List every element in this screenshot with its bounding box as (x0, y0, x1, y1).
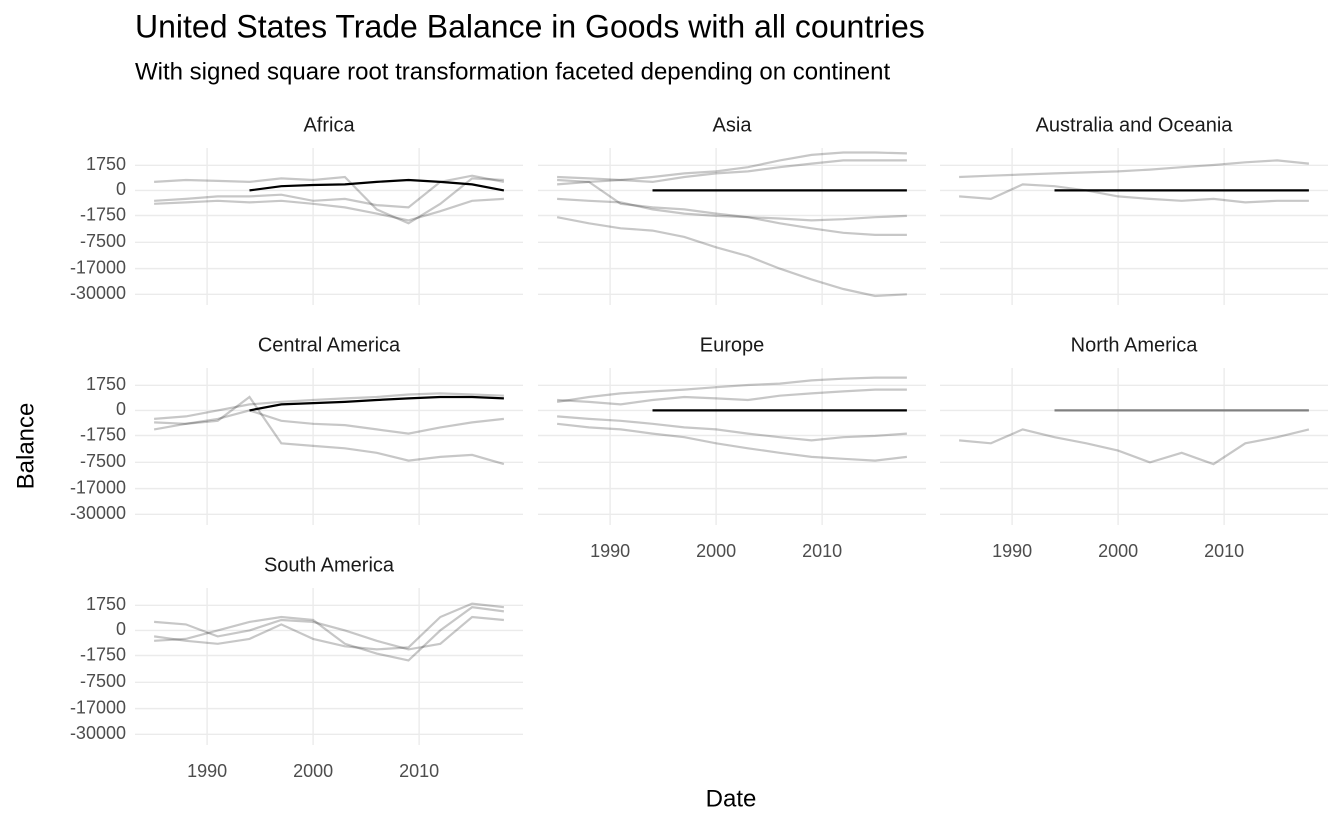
x-tick-label: 1990 (187, 761, 227, 781)
data-line (959, 183, 1309, 204)
x-tick-label: 2010 (802, 541, 842, 561)
data-line (556, 216, 907, 298)
data-line (557, 159, 907, 184)
data-line (154, 174, 505, 209)
x-tick-label: 2010 (399, 761, 439, 781)
facet-title: South America (264, 554, 395, 576)
facet-title: Africa (303, 114, 355, 136)
y-tick-label: -30000 (70, 503, 126, 523)
data-line (557, 151, 907, 186)
y-tick-label: -17000 (70, 477, 126, 497)
data-line (154, 175, 504, 225)
y-tick-label: -7500 (80, 451, 126, 471)
y-tick-label: 0 (116, 619, 126, 639)
data-line (154, 392, 504, 420)
y-tick-label: 0 (116, 179, 126, 199)
data-line (557, 178, 907, 236)
data-line (557, 197, 907, 222)
data-line (249, 178, 505, 192)
y-tick-label: 1750 (86, 374, 126, 394)
data-line (959, 159, 1310, 179)
data-line (556, 376, 907, 403)
x-tick-label: 2000 (293, 761, 333, 781)
x-tick-label: 2000 (696, 541, 736, 561)
y-tick-label: -1750 (80, 204, 126, 224)
data-line (154, 606, 505, 662)
facet-title: Europe (700, 334, 765, 356)
y-tick-label: -17000 (70, 257, 126, 277)
x-tick-label: 2010 (1204, 541, 1244, 561)
y-tick-label: -1750 (80, 424, 126, 444)
x-tick-label: 1990 (992, 541, 1032, 561)
x-tick-label: 1990 (590, 541, 630, 561)
data-line (153, 395, 505, 466)
y-tick-label: 1750 (86, 154, 126, 174)
y-tick-label: -1750 (80, 644, 126, 664)
facet-title: Asia (713, 114, 753, 136)
x-tick-label: 2000 (1098, 541, 1138, 561)
facet-title: Australia and Oceania (1036, 114, 1234, 136)
y-tick-label: -17000 (70, 697, 126, 717)
data-line (154, 615, 505, 651)
facet-title: Central America (258, 334, 401, 356)
chart-title: United States Trade Balance in Goods wit… (135, 8, 925, 44)
data-line (557, 388, 907, 406)
y-axis-label: Balance (12, 403, 39, 490)
facet-title: North America (1071, 334, 1199, 356)
data-line (153, 602, 505, 651)
y-tick-label: 1750 (86, 594, 126, 614)
data-line (154, 409, 505, 435)
data-line (959, 428, 1310, 466)
y-tick-label: 0 (116, 399, 126, 419)
data-line (556, 422, 908, 462)
y-tick-label: -7500 (80, 231, 126, 251)
data-line (557, 415, 907, 442)
y-tick-label: -30000 (70, 723, 126, 743)
y-tick-label: -30000 (70, 283, 126, 303)
x-axis-label: Date (706, 785, 757, 812)
data-line (154, 197, 504, 222)
y-tick-label: -7500 (80, 671, 126, 691)
chart-subtitle: With signed square root transformation f… (135, 58, 890, 85)
data-line (249, 395, 504, 412)
